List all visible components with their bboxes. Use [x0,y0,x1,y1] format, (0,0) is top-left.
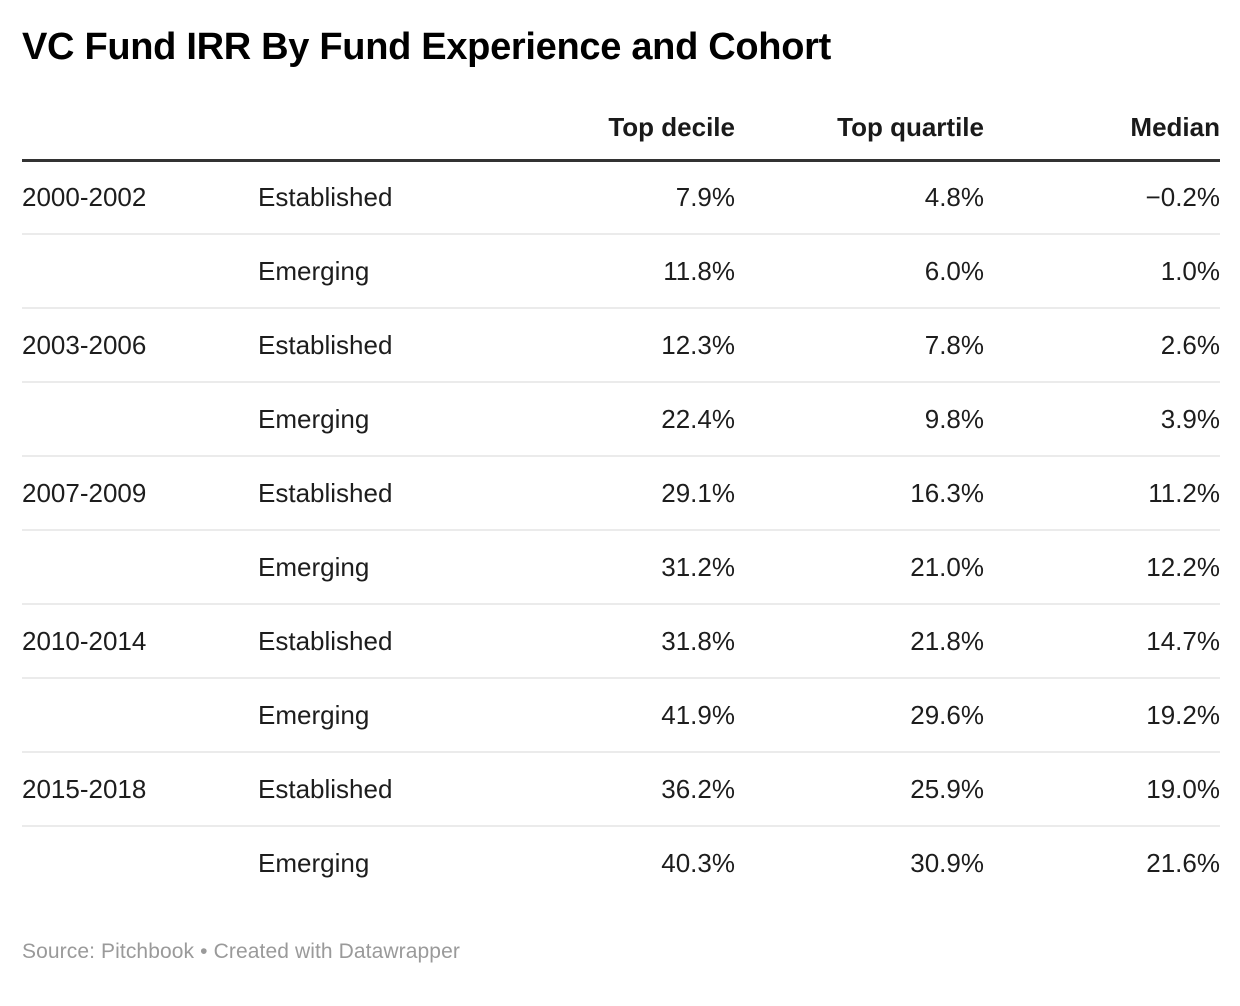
table-header: Top decile Top quartile Median [22,71,1220,162]
top-quartile-cell: 7.8% [735,308,984,383]
top-decile-cell: 12.3% [500,308,735,383]
median-cell: −0.2% [984,160,1220,235]
experience-cell: Emerging [258,678,500,753]
experience-cell: Established [258,456,500,531]
irr-table: Top decile Top quartile Median 2000-2002… [22,71,1220,901]
experience-cell: Emerging [258,530,500,605]
table-row: Emerging 22.4% 9.8% 3.9% [22,382,1220,457]
top-quartile-cell: 6.0% [735,234,984,309]
cohort-cell: 2007-2009 [22,456,258,531]
median-cell: 11.2% [984,456,1220,531]
experience-cell: Emerging [258,234,500,309]
table-row: Emerging 11.8% 6.0% 1.0% [22,234,1220,309]
top-decile-cell: 40.3% [661,848,735,878]
median-cell: 19.0% [984,752,1220,827]
experience-cell: Established [258,752,500,827]
top-quartile-cell: 9.8% [735,382,984,457]
top-quartile-cell: 21.8% [735,604,984,679]
cohort-cell: 2010-2014 [22,604,258,679]
experience-cell: Emerging [258,848,370,878]
table-row: 2000-2002 Established 7.9% 4.8% −0.2% [22,160,1220,235]
cohort-cell: 2015-2018 [22,752,258,827]
median-cell: 12.2% [984,530,1220,605]
column-header-top-decile: Top decile [500,71,735,162]
source-text: Source: Pitchbook [22,940,195,963]
top-quartile-cell: 29.6% [735,678,984,753]
top-decile-cell: 7.9% [500,160,735,235]
top-decile-cell: 36.2% [500,752,735,827]
table-row: Emerging 40.3% 30.9% 21.6% [22,826,1220,900]
cohort-cell [22,826,258,900]
experience-cell: Established [258,604,500,679]
chart-footer: Source: Pitchbook • Created with Datawrapp… [22,940,1220,964]
experience-cell: Established [258,160,500,235]
top-decile-cell: 31.2% [500,530,735,605]
footer-separator: • [200,940,208,963]
table-row: Emerging 41.9% 29.6% 19.2% [22,678,1220,753]
column-header-top-quartile: Top quartile [735,71,984,162]
median-cell: 19.2% [984,678,1220,753]
column-header-median: Median [984,71,1220,162]
top-decile-cell: 11.8% [500,234,735,309]
top-quartile-cell: 25.9% [735,752,984,827]
column-header-experience [258,71,500,162]
top-quartile-cell: 4.8% [735,160,984,235]
top-decile-cell: 41.9% [500,678,735,753]
experience-cell: Established [258,308,500,383]
cohort-cell [22,530,258,605]
header-row: Top decile Top quartile Median [22,71,1220,162]
median-cell: 2.6% [984,308,1220,383]
table-row: 2007-2009 Established 29.1% 16.3% 11.2% [22,456,1220,531]
top-quartile-cell: 30.9% [910,848,984,878]
cohort-cell: 2000-2002 [22,160,258,235]
median-cell: 21.6% [1146,848,1220,878]
cohort-cell [22,234,258,309]
datawrapper-attribution-link[interactable]: Created with Datawrapper [213,940,460,963]
table-row: Emerging 31.2% 21.0% 12.2% [22,530,1220,605]
top-quartile-cell: 16.3% [735,456,984,531]
cohort-cell [22,678,258,753]
table-row: 2015-2018 Established 36.2% 25.9% 19.0% [22,752,1220,827]
top-quartile-cell: 21.0% [735,530,984,605]
column-header-cohort [22,71,258,162]
cohort-cell: 2003-2006 [22,308,258,383]
experience-cell: Emerging [258,382,500,457]
cohort-cell [22,382,258,457]
median-cell: 14.7% [984,604,1220,679]
chart-title: VC Fund IRR By Fund Experience and Cohor… [22,26,831,68]
median-cell: 3.9% [984,382,1220,457]
table-body: 2000-2002 Established 7.9% 4.8% −0.2% Em… [22,160,1220,900]
table-row: 2003-2006 Established 12.3% 7.8% 2.6% [22,308,1220,383]
median-cell: 1.0% [984,234,1220,309]
top-decile-cell: 29.1% [500,456,735,531]
top-decile-cell: 22.4% [500,382,735,457]
top-decile-cell: 31.8% [500,604,735,679]
table-row: 2010-2014 Established 31.8% 21.8% 14.7% [22,604,1220,679]
